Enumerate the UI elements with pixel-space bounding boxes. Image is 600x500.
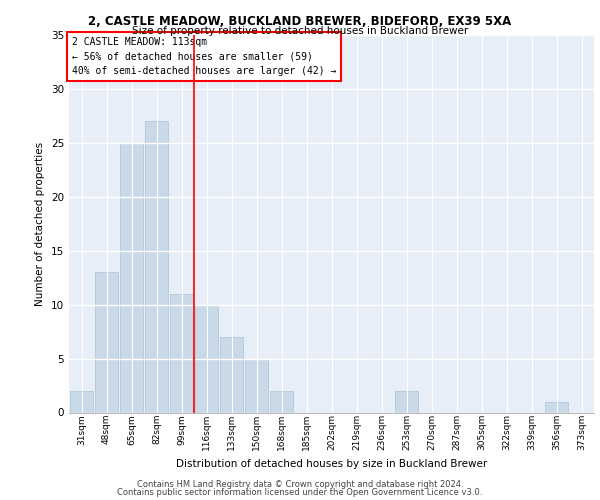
Y-axis label: Number of detached properties: Number of detached properties [35,142,46,306]
Text: Contains HM Land Registry data © Crown copyright and database right 2024.: Contains HM Land Registry data © Crown c… [137,480,463,489]
Text: Size of property relative to detached houses in Buckland Brewer: Size of property relative to detached ho… [132,26,468,36]
Text: 2 CASTLE MEADOW: 113sqm
← 56% of detached houses are smaller (59)
40% of semi-de: 2 CASTLE MEADOW: 113sqm ← 56% of detache… [71,37,336,76]
Bar [120,143,143,412]
Bar [170,294,193,412]
X-axis label: Distribution of detached houses by size in Buckland Brewer: Distribution of detached houses by size … [176,458,487,468]
Text: Contains public sector information licensed under the Open Government Licence v3: Contains public sector information licen… [118,488,482,497]
Bar [545,402,568,412]
Bar [270,391,293,412]
Bar [70,391,93,412]
Bar [245,358,268,412]
Bar [145,122,168,412]
Bar [195,304,218,412]
Bar [220,337,243,412]
Bar [95,272,118,412]
Bar [395,391,418,412]
Text: 2, CASTLE MEADOW, BUCKLAND BREWER, BIDEFORD, EX39 5XA: 2, CASTLE MEADOW, BUCKLAND BREWER, BIDEF… [88,15,512,28]
